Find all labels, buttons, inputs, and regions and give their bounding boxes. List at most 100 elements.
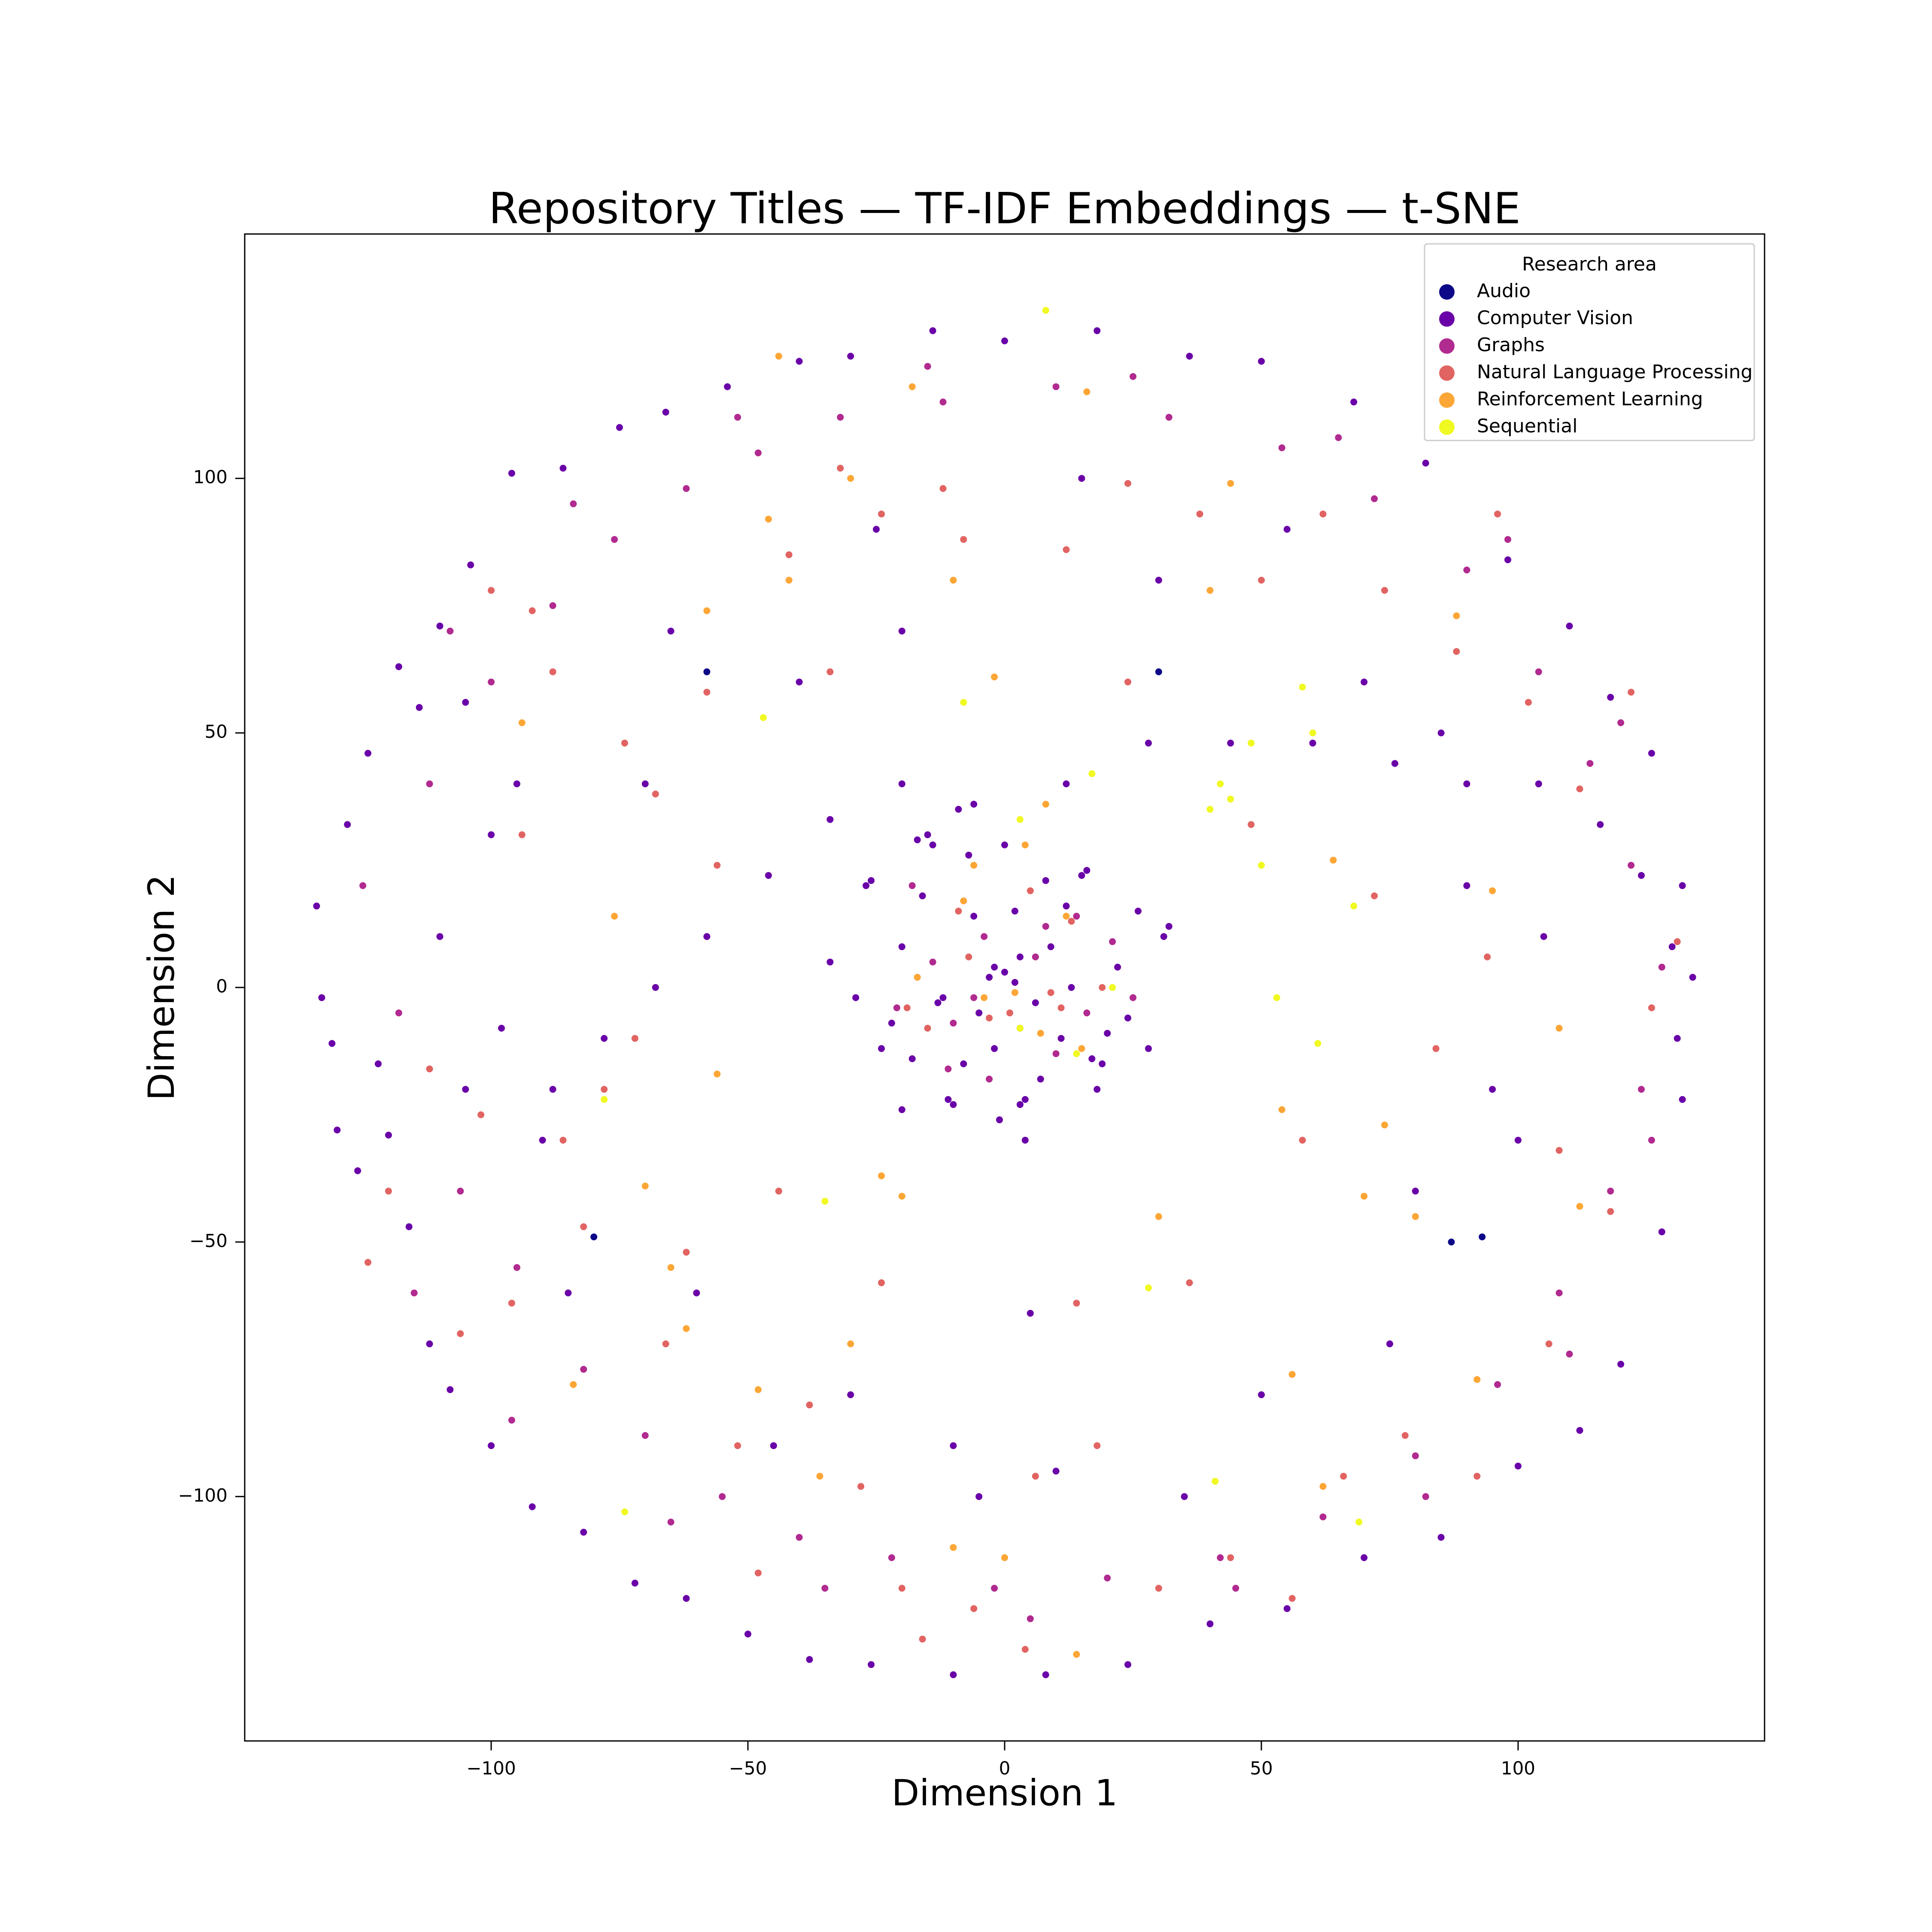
data-point	[960, 699, 967, 706]
data-point	[1361, 1554, 1368, 1561]
data-point	[1658, 1228, 1665, 1236]
data-point	[1088, 770, 1096, 777]
data-point	[1381, 1121, 1388, 1129]
data-point	[1145, 739, 1152, 747]
data-point	[683, 1325, 690, 1332]
data-point	[426, 1065, 433, 1072]
data-point	[488, 587, 495, 594]
data-point	[1309, 739, 1316, 747]
data-point	[1648, 750, 1655, 757]
data-point	[580, 1223, 587, 1230]
data-point	[1525, 699, 1532, 706]
data-point	[1011, 989, 1018, 996]
data-point	[996, 1116, 1003, 1124]
data-point	[1078, 475, 1085, 482]
data-point	[318, 994, 325, 1001]
data-point	[1576, 785, 1583, 793]
data-point	[1027, 1309, 1034, 1317]
data-point	[1386, 1340, 1393, 1348]
points-layer	[313, 307, 1696, 1678]
data-point	[796, 358, 803, 365]
data-point	[991, 1585, 998, 1592]
data-point	[1479, 1233, 1486, 1240]
data-point	[1206, 1620, 1214, 1628]
data-point	[837, 413, 844, 421]
data-point	[1068, 917, 1075, 925]
data-point	[847, 1391, 854, 1398]
data-point	[1504, 556, 1511, 563]
data-point	[908, 1055, 916, 1062]
data-point	[1273, 994, 1280, 1001]
data-point	[826, 816, 834, 823]
data-point	[1021, 1646, 1029, 1653]
data-point	[1088, 1055, 1096, 1062]
data-point	[837, 465, 844, 472]
data-point	[590, 1233, 598, 1240]
data-point	[570, 500, 577, 507]
legend-label: Audio	[1477, 280, 1531, 302]
data-point	[955, 908, 962, 915]
data-point	[1078, 872, 1085, 879]
data-point	[426, 780, 433, 787]
data-point	[1361, 678, 1368, 686]
data-point	[1288, 1595, 1296, 1602]
data-point	[1299, 1136, 1306, 1144]
data-point	[754, 1386, 762, 1393]
data-point	[1576, 1427, 1583, 1434]
data-point	[1134, 908, 1142, 915]
data-point	[488, 1442, 495, 1449]
data-point	[975, 1009, 983, 1017]
data-point	[1027, 887, 1034, 894]
data-point	[714, 862, 721, 869]
data-point	[821, 1585, 829, 1592]
data-point	[359, 882, 367, 889]
data-point	[1073, 1651, 1080, 1658]
data-point	[929, 841, 936, 848]
data-point	[1412, 1452, 1419, 1459]
data-point	[1437, 1534, 1445, 1541]
data-point	[1658, 963, 1665, 971]
data-point	[508, 1300, 515, 1307]
data-point	[1689, 974, 1696, 981]
y-tick-label: −100	[178, 1485, 228, 1506]
data-point	[775, 1188, 782, 1195]
data-point	[898, 943, 905, 951]
data-point	[950, 1442, 957, 1449]
data-point	[1124, 1661, 1131, 1668]
data-point	[1330, 857, 1337, 864]
data-point	[641, 1432, 649, 1439]
data-point	[1674, 1035, 1681, 1042]
data-point	[1016, 953, 1024, 960]
data-point	[1299, 683, 1306, 691]
data-point	[1037, 1030, 1044, 1037]
data-point	[1371, 892, 1378, 899]
data-point	[1463, 566, 1470, 574]
data-point	[1001, 969, 1008, 976]
data-point	[785, 577, 793, 584]
x-axis-ticks: −100 −50 0 50 100	[466, 1741, 1535, 1779]
data-point	[631, 1580, 638, 1587]
data-point	[1109, 938, 1116, 945]
data-point	[1217, 780, 1224, 787]
data-point	[754, 449, 762, 456]
data-point	[559, 465, 567, 472]
data-point	[1535, 780, 1542, 787]
data-point	[1057, 1035, 1065, 1042]
data-point	[365, 750, 371, 757]
data-point	[950, 1544, 957, 1551]
data-point	[1319, 1483, 1327, 1490]
data-point	[570, 1381, 577, 1388]
data-point	[1104, 1030, 1111, 1037]
data-point	[1109, 984, 1116, 991]
data-point	[1155, 577, 1162, 584]
data-point	[1258, 1391, 1265, 1398]
data-point	[1412, 1188, 1419, 1195]
data-point	[1648, 1136, 1655, 1144]
data-point	[1196, 510, 1203, 518]
data-point	[549, 1086, 556, 1093]
data-point	[1350, 902, 1358, 910]
data-point	[1597, 821, 1604, 828]
data-point	[1668, 943, 1676, 951]
data-point	[893, 1004, 900, 1012]
